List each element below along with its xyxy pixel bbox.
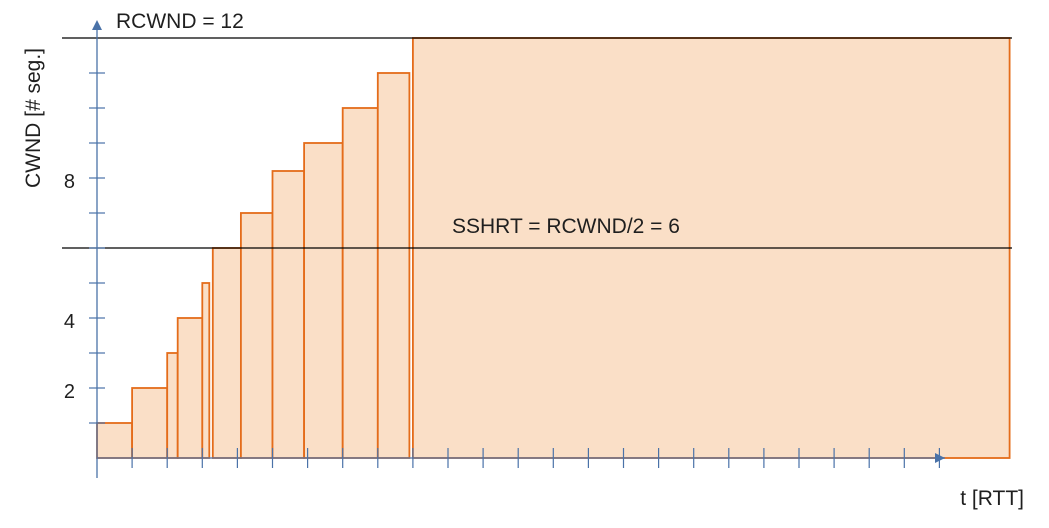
cwnd-bar-1 xyxy=(131,387,169,459)
cwnd-bar-10 xyxy=(376,72,411,459)
cwnd-bar-7 xyxy=(271,170,306,459)
cwnd-bar-3 xyxy=(176,317,204,459)
ssthresh-label: SSHRT = RCWND/2 = 6 xyxy=(452,215,680,238)
x-axis-label: t [RTT] xyxy=(960,487,1024,510)
y-tick-label-2: 2 xyxy=(64,381,75,403)
cwnd-bar-2 xyxy=(166,352,179,459)
y-axis-arrow xyxy=(92,20,102,30)
y-tick-label-4: 4 xyxy=(64,311,75,333)
cwnd-bar-8 xyxy=(303,142,344,459)
y-axis-label: CWND [# seg.] xyxy=(22,48,45,188)
y-tick-label-8: 8 xyxy=(64,171,75,193)
cwnd-bar-5 xyxy=(211,247,242,459)
cwnd-bar-4 xyxy=(201,282,211,459)
reference-lines-layer xyxy=(62,37,1012,249)
cwnd-bar-9 xyxy=(341,107,379,459)
cwnd-bar-0 xyxy=(96,422,133,459)
cwnd-bar-6 xyxy=(239,212,274,459)
axes-layer xyxy=(89,20,945,478)
rcwnd-label: RCWND = 12 xyxy=(116,10,244,33)
